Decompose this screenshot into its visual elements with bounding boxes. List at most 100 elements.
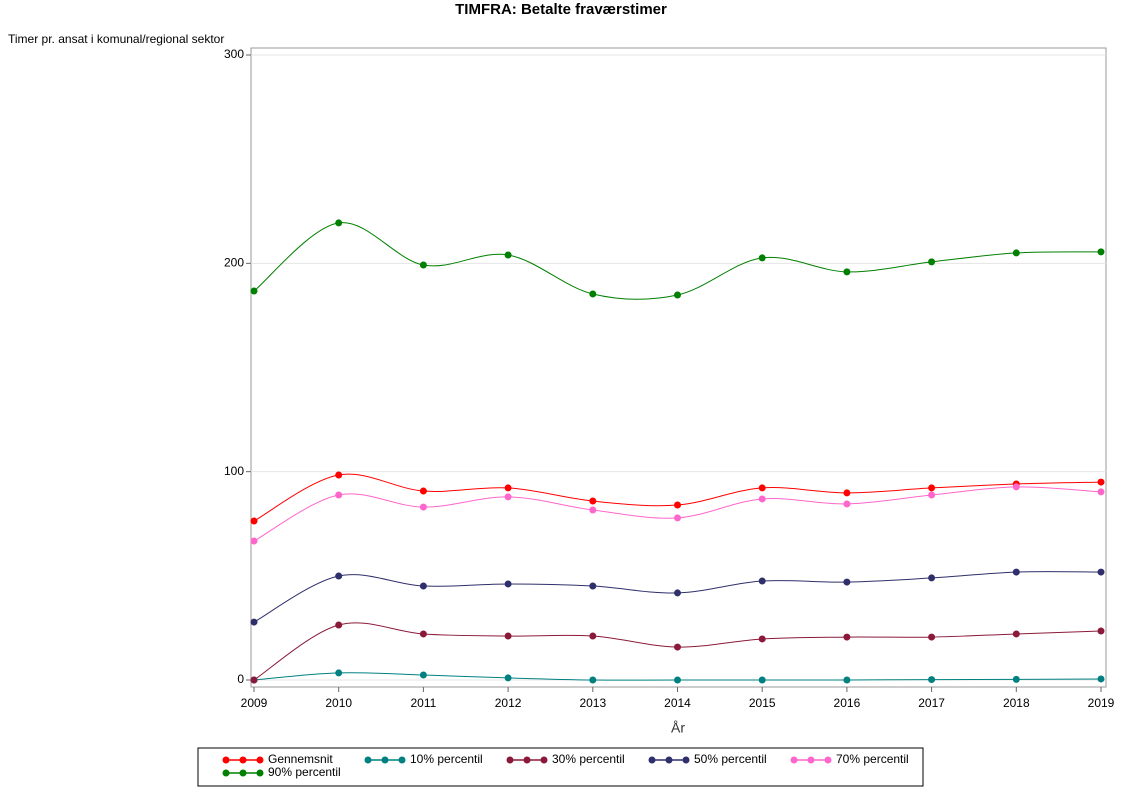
series-line xyxy=(253,571,1102,623)
data-point xyxy=(504,674,512,682)
y-tick-label: 0 xyxy=(237,672,244,686)
x-tick-label: 2009 xyxy=(241,696,268,710)
data-point xyxy=(419,503,427,511)
data-point xyxy=(1012,483,1020,491)
data-point xyxy=(335,471,343,479)
data-point xyxy=(928,633,936,641)
legend-marker xyxy=(790,756,798,764)
y-tick-label: 200 xyxy=(224,256,244,270)
legend-marker xyxy=(506,756,514,764)
x-tick-label: 2011 xyxy=(410,696,436,710)
data-point xyxy=(419,671,427,679)
data-point xyxy=(674,514,681,522)
legend-marker xyxy=(824,756,832,764)
y-axis-label: Timer pr. ansat i komunal/regional sekto… xyxy=(8,32,224,46)
legend-marker xyxy=(222,756,230,764)
data-point xyxy=(504,493,512,501)
legend-marker xyxy=(540,756,548,764)
legend-marker xyxy=(256,756,264,764)
data-point xyxy=(758,577,766,585)
data-point xyxy=(1097,488,1105,496)
legend-marker xyxy=(807,756,815,764)
data-point xyxy=(758,254,766,262)
legend-marker xyxy=(364,756,372,764)
data-point xyxy=(1012,249,1020,257)
data-point xyxy=(335,219,343,227)
data-point xyxy=(419,582,427,590)
data-point xyxy=(504,580,512,588)
data-point xyxy=(589,632,597,640)
data-point xyxy=(843,633,851,641)
data-point xyxy=(250,618,258,626)
x-tick-label: 2010 xyxy=(325,696,352,710)
data-point xyxy=(335,491,343,499)
legend-marker xyxy=(682,756,690,764)
legend-label: 90% percentil xyxy=(268,765,341,779)
y-tick-label: 300 xyxy=(224,47,244,61)
data-point xyxy=(758,676,766,684)
data-point xyxy=(928,574,936,582)
legend-label: 70% percentil xyxy=(836,752,909,766)
data-point xyxy=(758,495,766,503)
x-tick-label: 2016 xyxy=(834,696,861,710)
legend-box xyxy=(197,747,924,787)
data-point xyxy=(504,251,512,259)
x-tick-label: 2019 xyxy=(1088,696,1115,710)
data-point xyxy=(335,669,343,677)
data-point xyxy=(589,290,597,298)
data-point xyxy=(674,676,681,684)
plot-frame xyxy=(250,47,1107,688)
x-tick-label: 2013 xyxy=(579,696,606,710)
y-tick-label: 100 xyxy=(224,464,244,478)
legend-marker xyxy=(256,769,264,777)
x-tick-label: 2017 xyxy=(918,696,945,710)
series-line xyxy=(253,473,1102,522)
x-tick-label: 2018 xyxy=(1003,696,1030,710)
data-point xyxy=(1097,568,1105,576)
legend-marker xyxy=(381,756,389,764)
data-point xyxy=(1012,630,1020,638)
legend-marker xyxy=(648,756,656,764)
data-point xyxy=(1097,675,1105,683)
legend-marker xyxy=(665,756,673,764)
legend-marker xyxy=(398,756,406,764)
legend-marker xyxy=(239,756,247,764)
legend-marker xyxy=(523,756,531,764)
data-point xyxy=(250,676,258,684)
data-point xyxy=(1097,248,1105,256)
series-line xyxy=(253,486,1102,542)
data-point xyxy=(674,501,681,509)
data-point xyxy=(419,487,427,495)
data-point xyxy=(928,484,936,492)
data-point xyxy=(758,484,766,492)
data-point xyxy=(674,589,681,597)
x-axis-label: År xyxy=(671,720,685,736)
data-point xyxy=(250,537,258,545)
data-point xyxy=(335,572,343,580)
data-point xyxy=(504,632,512,640)
chart-title: TIMFRA: Betalte fraværstimer xyxy=(455,1,667,18)
series-line xyxy=(253,622,1102,681)
data-point xyxy=(250,287,258,295)
data-point xyxy=(589,506,597,514)
data-point xyxy=(1012,675,1020,683)
legend-label: 10% percentil xyxy=(410,752,483,766)
data-point xyxy=(250,517,258,525)
data-point xyxy=(589,676,597,684)
data-point xyxy=(589,497,597,505)
legend-marker xyxy=(239,769,247,777)
data-point xyxy=(758,635,766,643)
data-point xyxy=(589,582,597,590)
x-tick-label: 2015 xyxy=(749,696,776,710)
data-point xyxy=(843,578,851,586)
data-point xyxy=(419,630,427,638)
data-point xyxy=(335,621,343,629)
data-point xyxy=(1097,478,1105,486)
legend-marker xyxy=(222,769,230,777)
legend-label: 50% percentil xyxy=(694,752,767,766)
data-point xyxy=(928,258,936,266)
data-point xyxy=(504,484,512,492)
data-point xyxy=(843,500,851,508)
x-tick-label: 2012 xyxy=(495,696,522,710)
